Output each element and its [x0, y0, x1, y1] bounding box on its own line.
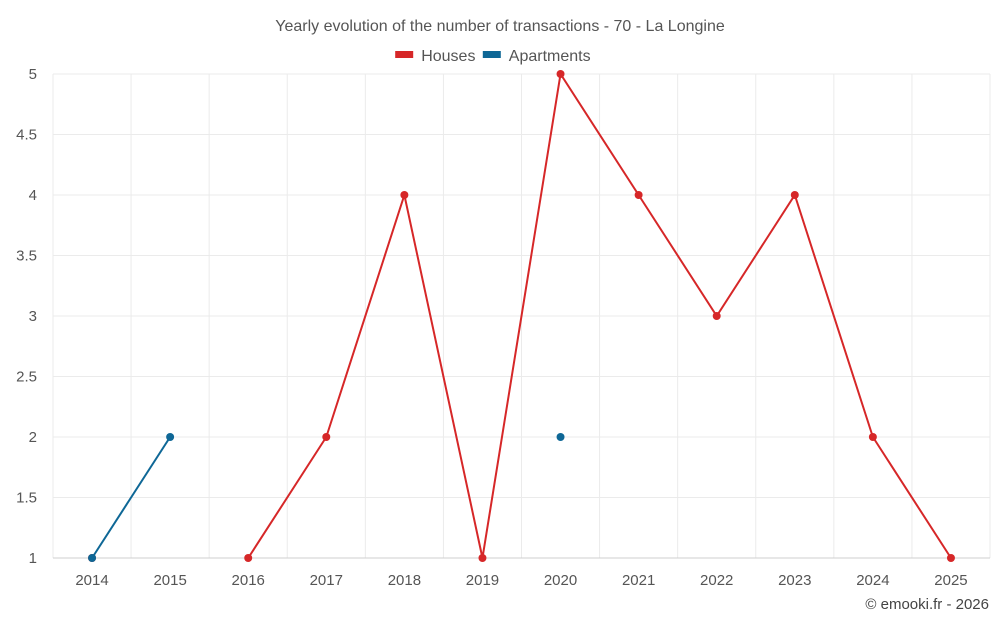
y-tick-label: 5	[29, 66, 37, 83]
data-point-houses[interactable]	[790, 191, 799, 199]
legend-label-apartments[interactable]: Apartments	[509, 48, 591, 65]
y-tick-label: 3.5	[16, 248, 37, 265]
chart-title: Yearly evolution of the number of transa…	[275, 18, 725, 35]
data-point-apartments[interactable]	[556, 433, 565, 441]
x-tick-label: 2021	[622, 572, 655, 589]
data-point-houses[interactable]	[322, 433, 331, 441]
y-tick-label: 2	[29, 429, 37, 446]
data-point-apartments[interactable]	[166, 433, 175, 441]
legend: Houses Apartments	[395, 48, 591, 65]
legend-label-houses[interactable]: Houses	[421, 48, 475, 65]
x-tick-label: 2024	[856, 572, 889, 589]
x-tick-label: 2020	[544, 572, 577, 589]
x-tick-label: 2018	[388, 572, 421, 589]
data-point-houses[interactable]	[400, 191, 409, 199]
series-line-houses	[247, 71, 952, 559]
x-tick-label: 2017	[310, 572, 343, 589]
x-tick-label: 2022	[700, 572, 733, 589]
y-tick-label: 1.5	[16, 490, 37, 507]
x-tick-label: 2015	[153, 572, 186, 589]
x-tick-label: 2019	[466, 572, 499, 589]
credit-text: © emooki.fr - 2026	[865, 596, 989, 613]
data-point-houses[interactable]	[712, 312, 721, 320]
x-tick-label: 2025	[934, 572, 967, 589]
data-point-houses[interactable]	[478, 554, 487, 562]
data-point-houses[interactable]	[946, 554, 955, 562]
data-point-houses[interactable]	[244, 554, 253, 562]
data-point-houses[interactable]	[868, 433, 877, 441]
y-tick-label: 4	[29, 187, 37, 204]
x-tick-label: 2023	[778, 572, 811, 589]
y-tick-label: 2.5	[16, 369, 37, 386]
data-point-houses[interactable]	[634, 191, 643, 199]
axes: 1 1.5 2 2.5 3 3.5 4 4.5 5 2014 2015 2016 2017 2018 201…	[16, 66, 990, 589]
series-line-apartments	[91, 436, 171, 559]
series-layer	[88, 70, 955, 562]
data-point-apartments[interactable]	[88, 554, 97, 562]
x-tick-label: 2014	[75, 572, 108, 589]
y-tick-label: 4.5	[16, 127, 37, 144]
data-point-houses[interactable]	[556, 70, 565, 78]
legend-swatch-apartments[interactable]	[482, 51, 501, 58]
legend-swatch-houses[interactable]	[395, 51, 414, 58]
x-tick-label: 2016	[232, 572, 265, 589]
y-tick-label: 3	[29, 308, 37, 325]
y-tick-label: 1	[29, 550, 37, 567]
